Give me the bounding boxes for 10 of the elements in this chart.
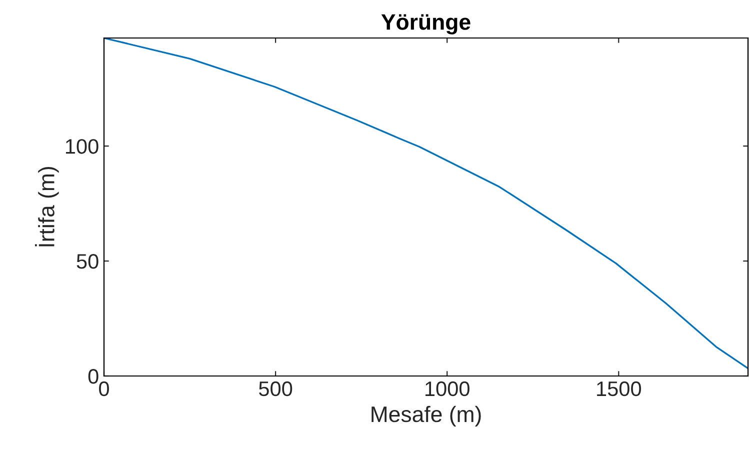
y-tick-label: 100 xyxy=(66,139,98,154)
y-tick-label: 0 xyxy=(88,369,98,384)
x-tick-label: 1500 xyxy=(597,381,642,396)
x-axis-title: Mesafe (m) xyxy=(372,406,481,427)
y-tick-label: 50 xyxy=(76,254,98,269)
x-tick-label: 500 xyxy=(259,381,292,396)
x-tick-label: 0 xyxy=(99,381,109,396)
y-axis-title: İrtifa (m) xyxy=(35,167,59,246)
x-tick-label: 1000 xyxy=(426,381,470,396)
chart-title: Yörünge xyxy=(381,14,470,34)
